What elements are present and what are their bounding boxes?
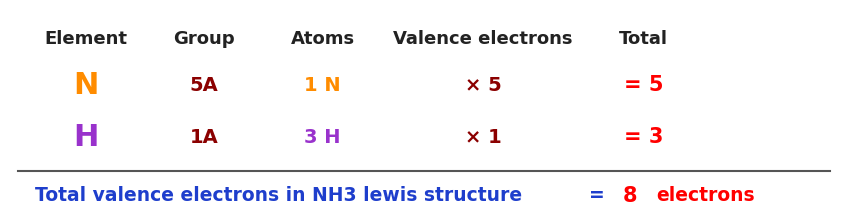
Text: H: H	[73, 123, 98, 152]
Text: 5A: 5A	[190, 75, 219, 95]
Text: = 3: = 3	[624, 127, 663, 147]
Text: × 5: × 5	[465, 75, 501, 95]
Text: Total: Total	[619, 30, 668, 48]
Text: Valence electrons: Valence electrons	[393, 30, 573, 48]
Text: 8: 8	[622, 186, 637, 206]
Text: 1A: 1A	[190, 128, 219, 147]
Text: = 5: = 5	[624, 75, 663, 95]
Text: 3 H: 3 H	[304, 128, 341, 147]
Text: 1 N: 1 N	[304, 75, 341, 95]
Text: Total valence electrons in NH3 lewis structure: Total valence electrons in NH3 lewis str…	[36, 187, 522, 205]
Text: Element: Element	[44, 30, 127, 48]
Text: N: N	[73, 71, 98, 100]
Text: =: =	[589, 187, 605, 205]
Text: × 1: × 1	[465, 128, 501, 147]
Text: Group: Group	[174, 30, 235, 48]
Text: Atoms: Atoms	[291, 30, 354, 48]
Text: electrons: electrons	[656, 187, 755, 205]
